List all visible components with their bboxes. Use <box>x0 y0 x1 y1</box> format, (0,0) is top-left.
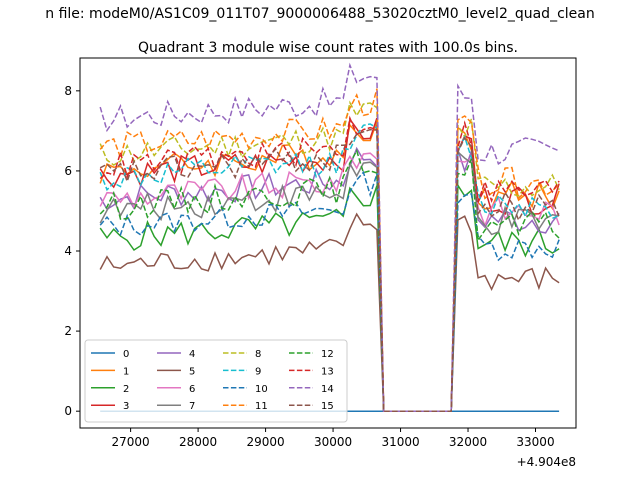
series-line-5 <box>99 212 560 412</box>
x-tick-label: 31000 <box>381 435 419 449</box>
legend-label-2: 2 <box>123 384 129 395</box>
x-tick-label: 28000 <box>179 435 217 449</box>
y-axis: 0 2 4 6 8 <box>64 84 80 418</box>
legend-label-5: 5 <box>189 366 195 377</box>
series-line-15 <box>99 128 560 412</box>
legend-label-8: 8 <box>255 349 261 360</box>
plot-frame <box>79 57 577 429</box>
series-line-14 <box>99 62 560 412</box>
x-tick-label: 29000 <box>246 435 284 449</box>
series-line-4 <box>99 146 560 412</box>
legend-label-11: 11 <box>255 401 268 412</box>
series-line-13 <box>99 115 560 412</box>
y-tick-label: 0 <box>64 404 72 418</box>
series-layer <box>99 62 560 412</box>
x-axis: 27000 28000 29000 30000 31000 32000 33000 <box>112 428 555 449</box>
x-tick-label: 32000 <box>449 435 487 449</box>
legend-label-6: 6 <box>189 384 195 395</box>
y-tick-label: 2 <box>64 324 72 338</box>
x-tick-label: 30000 <box>314 435 352 449</box>
x-tick-label: 33000 <box>516 435 554 449</box>
y-tick-label: 8 <box>64 84 72 98</box>
x-axis-offset-label: +4.904e8 <box>517 455 576 469</box>
legend-label-14: 14 <box>321 384 334 395</box>
legend-label-0: 0 <box>123 349 129 360</box>
legend-label-13: 13 <box>321 366 334 377</box>
series-line-3 <box>99 117 560 412</box>
legend-frame <box>84 339 348 423</box>
legend-label-15: 15 <box>321 401 334 412</box>
chart-title: Quadrant 3 module wise count rates with … <box>138 40 518 56</box>
y-tick-label: 6 <box>64 164 72 178</box>
x-tick-label: 27000 <box>112 435 150 449</box>
series-line-2 <box>99 182 560 412</box>
legend-label-3: 3 <box>123 401 129 412</box>
series-line-9 <box>99 123 560 412</box>
legend-label-7: 7 <box>189 401 195 412</box>
figure-suptitle: n file: modeM0/AS1C09_011T07_9000006488_… <box>45 6 594 22</box>
legend-label-4: 4 <box>189 349 195 360</box>
legend-label-9: 9 <box>255 366 261 377</box>
legend-label-12: 12 <box>321 349 334 360</box>
legend-label-1: 1 <box>123 366 129 377</box>
legend-label-10: 10 <box>255 384 268 395</box>
series-line-8 <box>99 100 560 412</box>
series-line-12 <box>99 148 560 412</box>
y-tick-label: 4 <box>64 244 72 258</box>
series-line-10 <box>99 170 560 412</box>
series-line-7 <box>99 150 560 412</box>
